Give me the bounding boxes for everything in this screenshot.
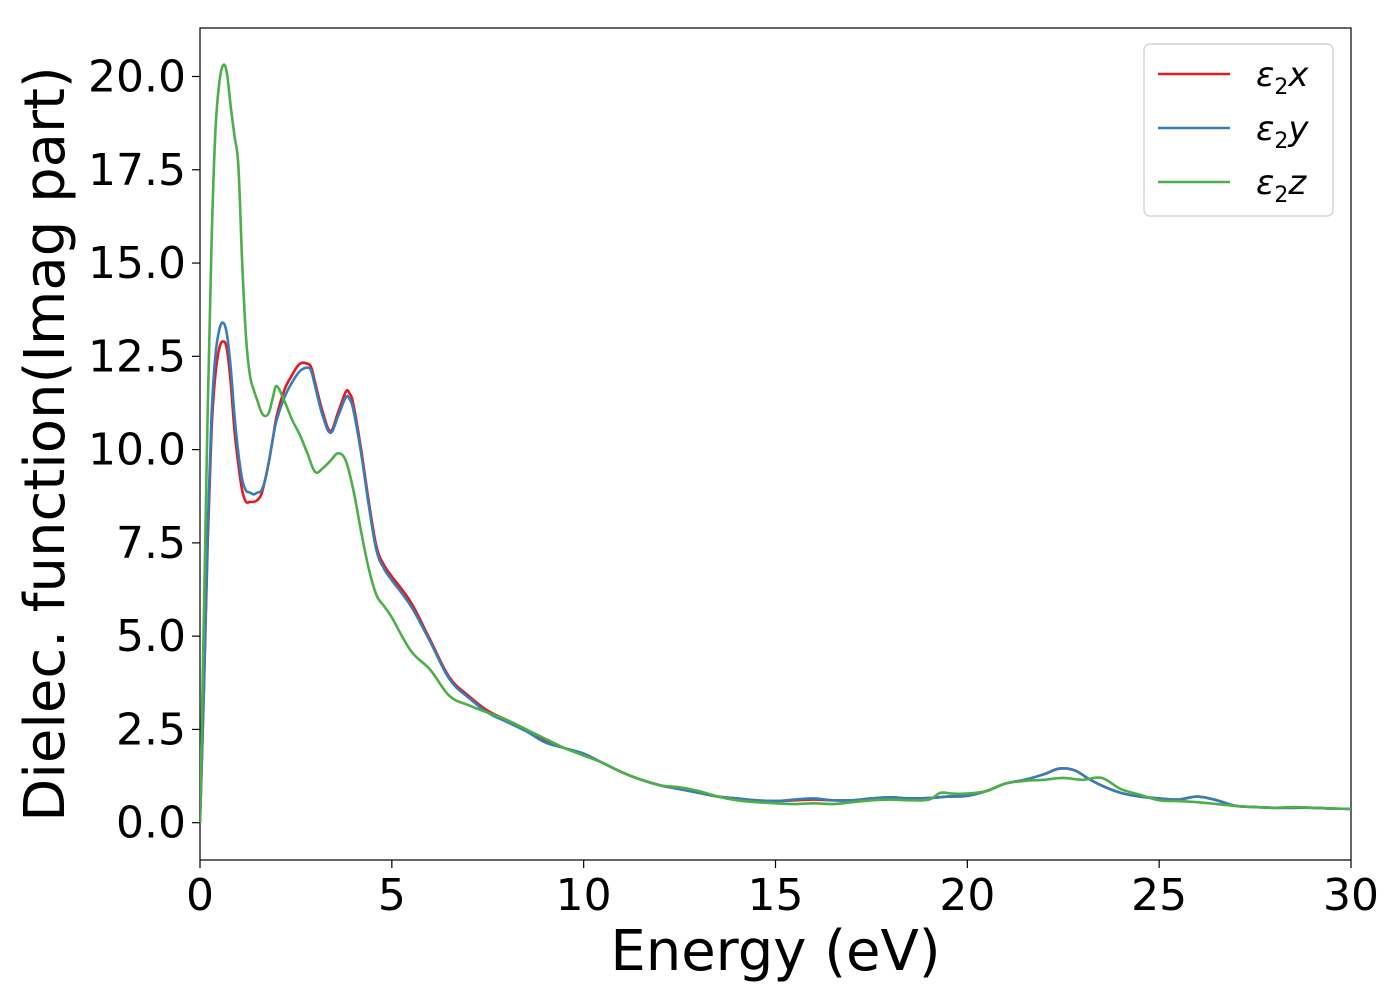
x-tick-label: 5 — [378, 870, 406, 921]
legend-label-base: ε — [1256, 109, 1274, 149]
legend-label-subscript: 2 — [1274, 75, 1288, 100]
y-tick-label: 20.0 — [88, 52, 186, 103]
y-tick-label: 7.5 — [116, 518, 186, 569]
y-axis: 0.0 2.5 5.0 7.5 10.0 12.5 15.0 17.5 20.0 — [88, 52, 200, 849]
legend-label-base: ε — [1256, 55, 1274, 95]
x-axis: 0 5 10 15 20 25 30 — [186, 860, 1379, 921]
legend-label-z: ε2z — [1256, 163, 1307, 208]
legend-label-variable: z — [1287, 163, 1307, 203]
x-tick-label: 30 — [1323, 870, 1379, 921]
legend-label-variable: y — [1287, 109, 1309, 149]
x-tick-label: 10 — [556, 870, 612, 921]
y-tick-label: 12.5 — [88, 331, 186, 382]
series-line-z — [200, 63, 1351, 823]
y-tick-label: 5.0 — [116, 611, 186, 662]
x-tick-label: 25 — [1131, 870, 1187, 921]
y-tick-label: 0.0 — [116, 798, 186, 849]
y-tick-label: 17.5 — [88, 145, 186, 196]
legend-label-subscript: 2 — [1274, 183, 1288, 208]
x-tick-label: 20 — [939, 870, 995, 921]
y-axis-title: Dielec. function(Imag part) — [13, 66, 78, 822]
y-tick-label: 15.0 — [88, 238, 186, 289]
x-tick-label: 0 — [186, 870, 214, 921]
series-line-y — [200, 321, 1351, 823]
series-layer — [200, 63, 1351, 823]
legend-label-y: ε2y — [1256, 109, 1309, 154]
y-tick-label: 10.0 — [88, 425, 186, 476]
legend-label-subscript: 2 — [1274, 129, 1288, 154]
legend-label-variable: x — [1287, 55, 1309, 95]
y-tick-label: 2.5 — [116, 704, 186, 755]
legend-label-x: ε2x — [1256, 55, 1309, 100]
x-tick-label: 15 — [748, 870, 804, 921]
x-axis-title: Energy (eV) — [610, 919, 940, 984]
legend-label-base: ε — [1256, 163, 1274, 203]
legend-box — [1143, 43, 1334, 217]
